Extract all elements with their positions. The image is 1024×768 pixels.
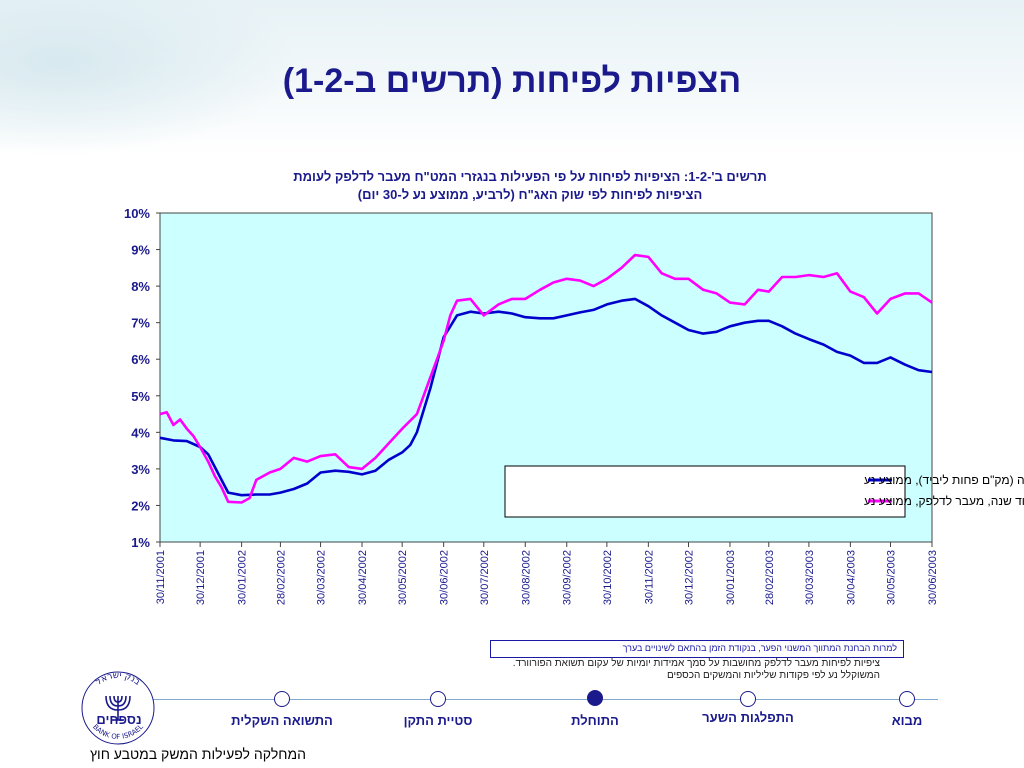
footnote: ציפיות לפיחות מעבר לדלפק מחושבות על סמך … bbox=[380, 658, 880, 680]
x-tick-label: 30/08/2002 bbox=[520, 550, 532, 605]
note-box: למרות הבחנת המתווך המשנוי הפער, בנקודת ה… bbox=[490, 640, 904, 658]
bank-of-israel-logo[interactable]: בנק ישראל BANK OF ISRAEL bbox=[78, 668, 158, 748]
chart: תרשים ב'-1-2: הציפיות לפיחות על פי הפעיל… bbox=[0, 0, 1024, 640]
nav-dot-shekel-return[interactable] bbox=[274, 691, 290, 707]
nav-label-standard-deviation[interactable]: סטיית התקן bbox=[378, 713, 498, 729]
x-tick-label: 30/11/2002 bbox=[643, 550, 655, 604]
legend: ציפיות לפיחות בעוד שנה (מק"ם פחות ליביד)… bbox=[505, 466, 1024, 517]
y-tick-label: 9% bbox=[131, 243, 150, 258]
x-axis: 30/11/2001 30/12/2001 30/01/2002 28/02/2002… bbox=[155, 542, 939, 605]
footnote-line-1: ציפיות לפיחות מעבר לדלפק מחושבות על סמך … bbox=[380, 658, 880, 670]
nav-track bbox=[118, 699, 938, 700]
y-axis: 1% 2% 3% 4% 5% 6% 7% 8% 9% 10% bbox=[124, 206, 160, 550]
x-tick-label: 30/05/2003 bbox=[886, 550, 898, 605]
x-tick-label: 30/10/2002 bbox=[602, 550, 614, 605]
y-tick-label: 6% bbox=[131, 352, 150, 367]
y-tick-label: 4% bbox=[131, 425, 150, 440]
nav-label-expectation[interactable]: התוחלת bbox=[535, 713, 655, 729]
x-tick-label: 30/12/2001 bbox=[195, 550, 207, 605]
nav-dot-intro[interactable] bbox=[899, 691, 915, 707]
chart-title-line-1: תרשים ב'-1-2: הציפיות לפיחות על פי הפעיל… bbox=[293, 169, 766, 184]
x-tick-label: 30/01/2002 bbox=[237, 550, 249, 605]
x-tick-label: 30/04/2003 bbox=[845, 550, 857, 605]
x-tick-label: 30/01/2003 bbox=[725, 550, 737, 605]
y-tick-label: 7% bbox=[131, 316, 150, 331]
x-tick-label: 30/05/2002 bbox=[397, 550, 409, 605]
legend-label-blue: ציפיות לפיחות בעוד שנה (מק"ם פחות ליביד)… bbox=[864, 473, 1024, 487]
y-tick-label: 1% bbox=[131, 535, 150, 550]
legend-label-magenta: ציפיות לפיחות בעוד שנה, מעבר לדלפק, ממוצ… bbox=[864, 494, 1024, 508]
y-tick-label: 3% bbox=[131, 462, 150, 477]
nav-dot-expectation[interactable] bbox=[587, 690, 603, 706]
legend-box bbox=[505, 466, 905, 517]
nav-label-shekel-return[interactable]: התשואה השקלית bbox=[222, 713, 342, 729]
note-box-text: למרות הבחנת המתווך המשנוי הפער, בנקודת ה… bbox=[491, 641, 903, 653]
y-tick-label: 10% bbox=[124, 206, 150, 221]
x-tick-label: 30/04/2002 bbox=[357, 550, 369, 605]
y-tick-label: 2% bbox=[131, 498, 150, 513]
x-tick-label: 30/03/2003 bbox=[804, 550, 816, 605]
nav-dot-rate-distribution[interactable] bbox=[740, 691, 756, 707]
x-tick-label: 30/06/2002 bbox=[439, 550, 451, 605]
y-tick-label: 5% bbox=[131, 389, 150, 404]
x-tick-label: 30/06/2003 bbox=[927, 550, 939, 605]
nav-label-appendices[interactable]: נספחים bbox=[74, 712, 164, 727]
chart-title-line-2: הציפיות לפיחות לפי שוק האג"ח (לרביע, ממו… bbox=[358, 187, 702, 202]
x-tick-label: 30/09/2002 bbox=[562, 550, 574, 605]
x-tick-label: 30/03/2002 bbox=[316, 550, 328, 605]
nav-dot-standard-deviation[interactable] bbox=[430, 691, 446, 707]
x-tick-label: 30/12/2002 bbox=[683, 550, 695, 605]
x-tick-label: 30/11/2001 bbox=[155, 550, 167, 604]
nav-label-intro[interactable]: מבוא bbox=[847, 713, 967, 729]
department-title: המחלקה לפעילות המשק במטבע חוץ bbox=[90, 746, 390, 762]
y-tick-label: 8% bbox=[131, 279, 150, 294]
x-tick-label: 28/02/2002 bbox=[275, 550, 287, 605]
footnote-line-2: המשוקלל נע לפי פקודות שליליות והמשקים הכ… bbox=[380, 670, 880, 680]
nav-label-rate-distribution[interactable]: התפלגות השער bbox=[688, 710, 808, 726]
x-tick-label: 28/02/2003 bbox=[764, 550, 776, 605]
x-tick-label: 30/07/2002 bbox=[479, 550, 491, 605]
